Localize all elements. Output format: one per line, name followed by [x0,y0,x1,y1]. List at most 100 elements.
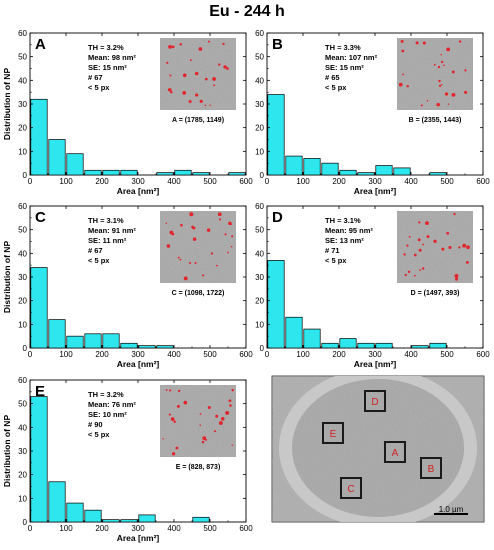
bar-b-5 [357,172,375,176]
particle-dot [228,399,232,403]
bar-a-5 [120,169,138,176]
particle-dot [179,258,182,261]
particle-dot [177,256,180,259]
particle-dot [206,228,211,232]
x-tick-label: 300 [131,524,145,533]
coordinates-caption: C = (1098, 1722) [172,290,225,297]
y-tick-label: 20 [255,297,264,306]
region-box-d [364,390,386,412]
x-tick-label: 200 [332,350,346,359]
y-tick-label: 20 [18,471,27,480]
particle-dot [189,262,192,265]
particle-dot [422,267,425,270]
bar-d-0 [267,260,285,349]
particle-dot [446,231,450,235]
x-axis-label: Area [nm²] [117,359,160,369]
coordinates-caption: E = (828, 873) [176,464,221,471]
particle-dot [173,420,176,423]
bar-e-4 [102,519,120,523]
particle-dot [194,71,199,76]
scale-bar-label: 1.0 µm [439,505,464,514]
y-tick-label: 60 [18,29,27,38]
particle-dot [189,59,192,62]
stat-line: < 5 px [325,256,347,265]
y-tick-label: 30 [255,100,264,109]
y-axis-label: Distribution of NP [2,241,12,314]
particle-dot [215,414,219,418]
y-tick-label: 0 [23,344,28,353]
particle-dot [425,221,429,225]
histogram-a: 0 100 200 300 400 500 600 0 10 20 30 40 50 60 Area [nm… [2,29,253,196]
bar-a-9 [228,172,246,176]
particle-dot [195,93,199,97]
bar-e-3 [84,509,102,523]
particle-dot [230,245,233,248]
particle-dot [199,99,203,103]
stat-line: TH = 3.2% [88,43,124,52]
y-tick-label: 30 [18,273,27,282]
particle-dot [166,61,169,64]
y-tick-label: 0 [23,171,28,180]
particle-dot [199,424,201,426]
stat-line: Mean: 107 nm² [325,53,378,62]
region-label-e: E [330,429,337,440]
inset-texture [397,38,473,110]
particle-dot [454,274,459,279]
particle-dot [175,446,179,450]
particle-dot [177,389,181,393]
x-tick-label: 400 [167,350,181,359]
particle-dot [168,413,171,416]
stat-line: SE: 15 nm² [88,63,127,72]
particle-dot [224,233,227,236]
stat-line: Mean: 95 nm² [325,226,373,235]
particle-dot [426,100,429,102]
particle-dot [167,88,171,92]
particle-dot [464,90,468,94]
particle-dot [406,244,409,247]
particle-dot [166,244,171,248]
x-tick-label: 500 [203,177,217,186]
region-box-a [384,441,406,463]
particle-dot [401,49,405,53]
particle-dot [202,436,207,440]
particle-dot [201,440,205,444]
x-axis-label: Area [nm²] [354,359,397,369]
particle-dot [407,270,411,274]
particle-dot [420,104,423,107]
particle-dot [171,45,175,49]
x-tick-label: 300 [131,177,145,186]
particle-dot [188,100,192,103]
y-axis-label: Distribution of NP [2,415,12,488]
bar-c-2 [66,335,84,349]
particle-dot [176,404,180,408]
y-tick-label: 20 [18,297,27,306]
panel-label: A [35,36,46,53]
region-label-a: A [392,448,399,459]
y-tick-label: 40 [255,249,264,258]
particle-dot [433,63,436,66]
particle-dot [408,235,411,238]
particle-dot [218,421,223,425]
x-tick-label: 600 [476,177,490,186]
particle-dot [441,247,445,251]
y-tick-label: 40 [18,76,27,85]
x-tick-label: 600 [239,524,253,533]
bar-e-5 [120,519,138,523]
histogram-c: 0 100 200 300 400 500 600 0 10 20 30 40 50 60 Area [nm… [2,202,253,369]
bar-c-4 [102,333,120,349]
particle-dot [223,65,227,69]
particle-dot [180,223,183,227]
particle-dot [209,104,211,106]
coordinates-caption: D = (1497, 393) [411,290,460,297]
particle-dot [182,91,187,95]
bar-e-2 [66,502,84,523]
particle-dot [465,260,469,264]
x-tick-label: 0 [265,177,270,186]
bar-c-5 [120,342,138,349]
histogram-d: 0 100 200 300 400 500 600 0 10 20 30 40 50 60 Area [nm… [255,202,490,369]
y-tick-label: 60 [18,202,27,211]
x-tick-label: 500 [203,350,217,359]
x-tick-label: 400 [167,524,181,533]
particle-dot [192,226,196,230]
